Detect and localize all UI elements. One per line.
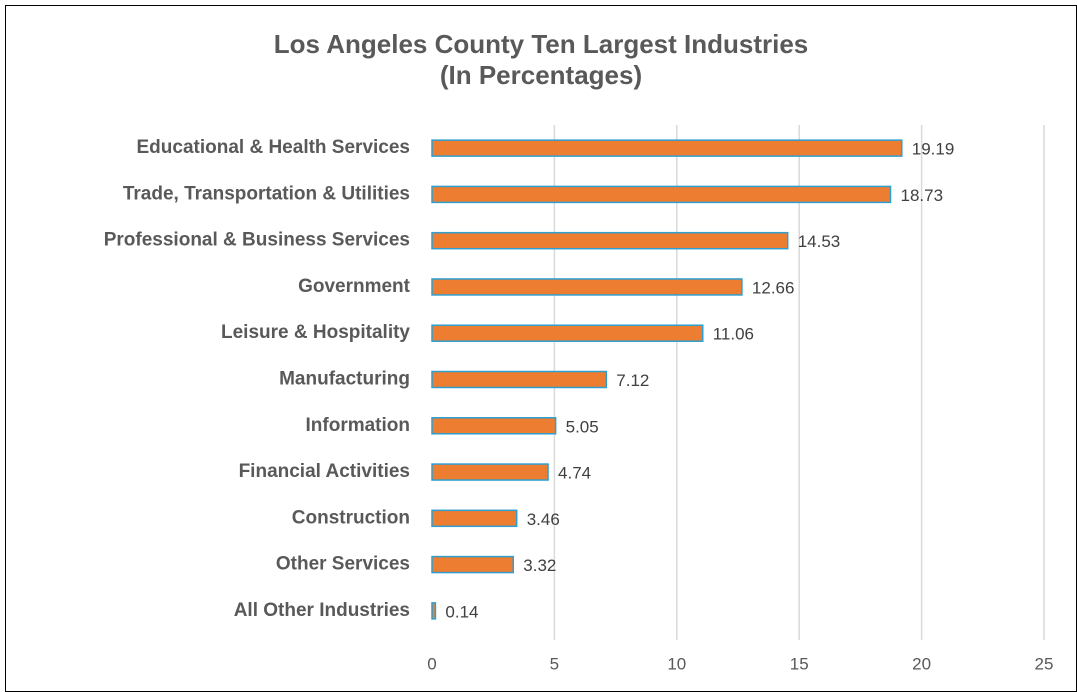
y-tick-label: Trade, Transportation & Utilities <box>123 183 410 204</box>
y-tick-label: Educational & Health Services <box>137 137 411 158</box>
x-tick-label: 20 <box>912 654 931 673</box>
chart-border <box>5 5 1077 692</box>
value-label: 14.53 <box>798 232 841 251</box>
value-label: 0.14 <box>445 602 478 621</box>
value-label: 4.74 <box>558 464 591 483</box>
x-tick-label: 15 <box>790 654 809 673</box>
x-tick-label: 0 <box>427 654 436 673</box>
x-tick-label: 25 <box>1035 654 1054 673</box>
y-tick-label: Construction <box>292 507 410 528</box>
value-label: 19.19 <box>912 140 955 159</box>
value-label: 5.05 <box>566 417 599 436</box>
bar <box>431 278 743 296</box>
x-tick-label: 10 <box>667 654 686 673</box>
y-tick-label: Leisure & Hospitality <box>221 322 410 343</box>
bar <box>431 417 557 435</box>
y-tick-label: Financial Activities <box>239 461 410 482</box>
value-label: 3.46 <box>527 510 560 529</box>
bar <box>431 231 789 250</box>
y-tick-label: All Other Industries <box>234 600 410 621</box>
y-tick-label: Government <box>298 276 411 297</box>
bar <box>431 555 515 574</box>
bar <box>431 602 437 620</box>
value-label: 11.06 <box>713 325 754 344</box>
chart-subtitle: (In Percentages) <box>440 60 642 90</box>
bar <box>431 185 892 204</box>
y-tick-label: Information <box>306 415 411 436</box>
bar <box>431 370 608 389</box>
value-label: 12.66 <box>752 278 795 297</box>
value-label: 3.32 <box>523 556 556 575</box>
value-label: 18.73 <box>901 186 944 205</box>
bar <box>431 509 518 528</box>
y-tick-label: Manufacturing <box>279 369 410 390</box>
chart-title: Los Angeles County Ten Largest Industrie… <box>274 29 809 59</box>
value-label: 7.12 <box>616 371 649 390</box>
y-tick-label: Professional & Business Services <box>104 230 410 251</box>
bar <box>431 324 704 342</box>
x-tick-label: 5 <box>550 654 559 673</box>
bar <box>431 463 549 481</box>
y-tick-label: Other Services <box>276 554 410 575</box>
bar <box>431 139 903 157</box>
